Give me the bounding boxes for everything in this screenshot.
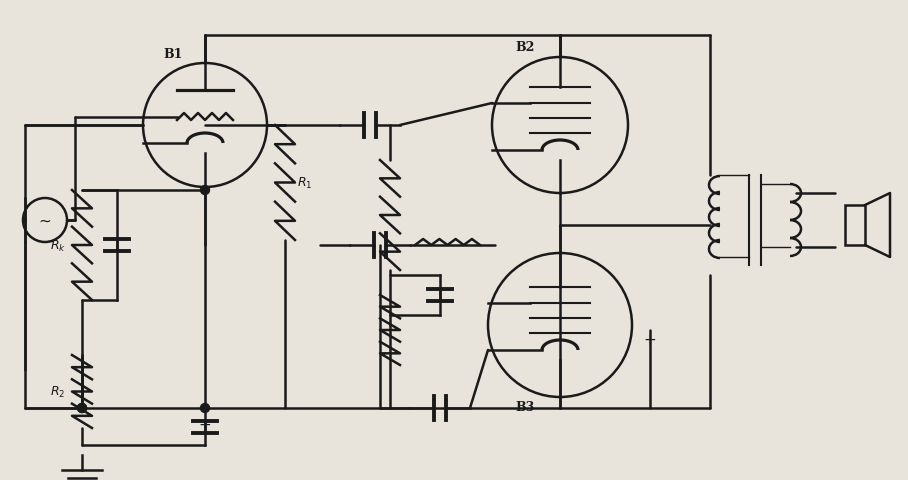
Text: B3: B3: [515, 400, 534, 413]
Text: $R_k$: $R_k$: [50, 238, 66, 253]
Text: B2: B2: [515, 41, 535, 54]
Circle shape: [77, 404, 86, 413]
Circle shape: [201, 404, 210, 413]
Text: $R_1$: $R_1$: [297, 176, 312, 191]
Bar: [845, 205, 865, 245]
Text: +: +: [644, 333, 656, 348]
Circle shape: [201, 186, 210, 195]
Text: +: +: [199, 418, 212, 432]
Circle shape: [77, 404, 86, 413]
Text: B1: B1: [163, 48, 183, 61]
Text: $R_2$: $R_2$: [50, 384, 65, 399]
Text: ~: ~: [39, 213, 52, 228]
